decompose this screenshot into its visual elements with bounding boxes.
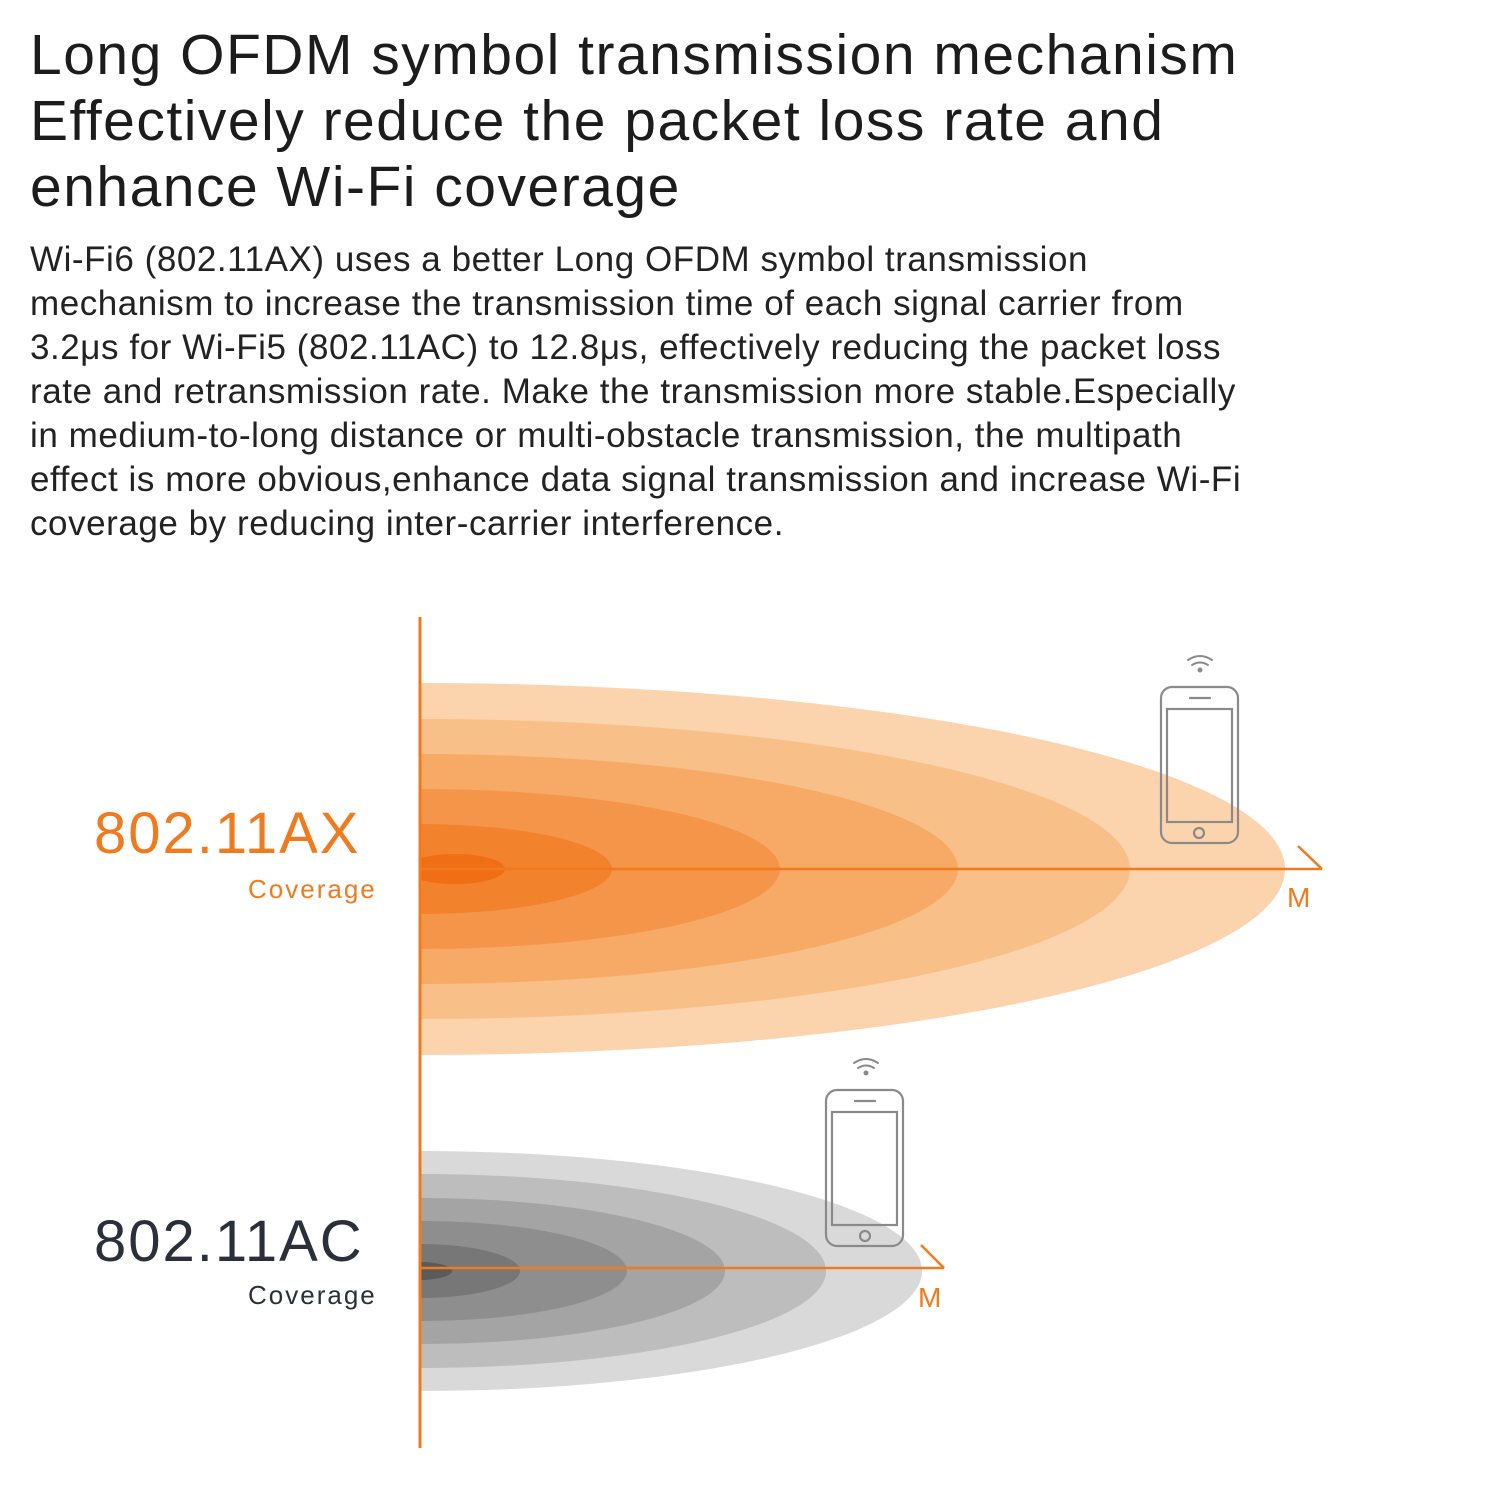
- description-paragraph: Wi-Fi6 (802.11AX) uses a better Long OFD…: [30, 238, 1475, 546]
- ac-ring-core: [420, 1262, 452, 1280]
- phone-icon: [1159, 685, 1240, 845]
- ax-label: 802.11AX: [94, 801, 361, 866]
- description-line: coverage by reducing inter-carrier inter…: [30, 504, 784, 543]
- description-line: in medium-to-long distance or multi-obst…: [30, 416, 1183, 455]
- ac-distance-unit: M: [918, 1282, 942, 1313]
- wifi-signal-icon: [853, 1058, 879, 1076]
- description-line: rate and retransmission rate. Make the t…: [30, 372, 1236, 411]
- headline-line: enhance Wi-Fi coverage: [30, 155, 681, 219]
- ac-distance-axis: [420, 1244, 945, 1270]
- ax-distance-axis: [420, 845, 1323, 871]
- description-line: Wi-Fi6 (802.11AX) uses a better Long OFD…: [30, 240, 1088, 279]
- ax-distance-unit: M: [1287, 882, 1311, 913]
- description-line: effect is more obvious,enhance data sign…: [30, 460, 1242, 499]
- ac-coverage-label: Coverage: [248, 1280, 377, 1310]
- headline-line: Effectively reduce the packet loss rate …: [30, 89, 1165, 153]
- ac-ring: [420, 1244, 520, 1298]
- ac-ring: [420, 1221, 627, 1321]
- wifi-signal-icon: [1187, 655, 1213, 673]
- headline: Long OFDM symbol transmission mechanism …: [30, 22, 1470, 220]
- ac-label: 802.11AC: [94, 1209, 364, 1274]
- headline-line: Long OFDM symbol transmission mechanism: [30, 23, 1239, 87]
- description-line: mechanism to increase the transmission t…: [30, 284, 1184, 323]
- ac-coverage-rings: [420, 1151, 922, 1391]
- phone-icon: [824, 1088, 905, 1248]
- description-line: 3.2μs for Wi-Fi5 (802.11AC) to 12.8μs, e…: [30, 328, 1222, 367]
- ax-coverage-label: Coverage: [248, 874, 377, 904]
